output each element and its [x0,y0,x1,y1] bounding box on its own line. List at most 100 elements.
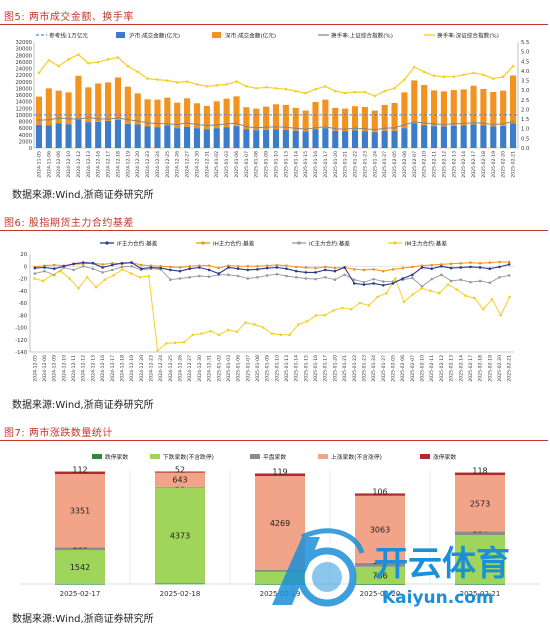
fig5-bar-sz [460,89,467,126]
fig7-rule [0,440,548,441]
fig7-bar-down [55,550,105,584]
fig5-bar-sz [381,104,388,131]
fig5-point-sh-turnover [156,122,159,125]
fig6-ytick: -100 [15,326,27,332]
fig5-point-sh-turnover [215,123,218,126]
fig6-point-IM [200,332,203,335]
fig6-point-IF [459,266,463,269]
fig6-ytick: -60 [19,301,27,307]
fig5-point-sz-turnover [442,75,446,78]
fig6-xtick: 2025-01-21 [342,355,348,382]
fig7-bar-limit_up [455,472,505,476]
fig7-bar-up [55,474,105,548]
fig6-xtick: 2024-12-17 [110,355,116,382]
fig5-point-sh-turnover [344,128,347,131]
fig6-point-IM [455,288,459,291]
fig5-ytick-right: 2.5 [521,98,529,104]
fig5-point-sz-turnover [294,89,298,93]
fig5-point-sh-turnover [423,121,426,125]
fig5-point-sz-turnover [274,86,278,90]
fig7-xtick: 2025-02-18 [160,590,201,598]
fig6-point-IF [188,267,192,270]
fig6-point-IF [304,271,308,274]
fig5-xtick: 2024-11-06 [46,151,52,178]
fig6-point-IF [246,268,250,272]
fig6-point-IC [362,280,366,284]
fig6-point-IM [402,300,406,304]
fig6-xtick: 2024-12-09 [52,355,58,382]
fig5-point-sh-turnover [116,117,120,120]
fig5-point-sh-turnover [432,122,436,126]
fig6-point-IF [178,269,182,273]
fig5-source: 数据来源:Wind,浙商证券研究所 [12,190,154,201]
fig6-ytick: -120 [15,338,27,344]
fig6-point-IM [385,291,388,295]
fig5-point-sh-turnover [235,122,238,125]
fig6-point-IM [261,326,265,329]
fig6-point-IM [50,273,54,277]
fig6-point-IF [198,266,201,269]
fig6-point-IF [265,266,269,270]
fig5-bar-sh [223,127,230,148]
fig6-point-IC [323,275,327,279]
fig5-bar-sz [95,83,102,122]
fig6-xtick: 2024-12-05 [32,355,38,382]
fig6-point-IF [149,266,153,269]
fig6-xtick: 2024-12-06 [42,355,48,382]
fig5-bar-sz [312,101,319,130]
fig6-point-IF [488,267,492,270]
fig5-xtick: 2024-12-27 [185,151,191,178]
fig5-bar-sh [332,130,339,148]
fig5-point-sh-turnover [294,127,297,130]
fig5-bar-sz [411,80,418,124]
fig5-point-sh-turnover [472,121,475,124]
fig5-bar-sz [233,96,240,127]
fig5-bar-sz [282,104,289,130]
fig6-xtick: 2024-12-11 [71,355,77,382]
fig5-point-sz-turnover [452,75,456,78]
fig5-point-sh-turnover [284,126,287,129]
fig6-point-IM [499,313,503,317]
fig5-point-sh-turnover [146,121,149,125]
fig6-point-IH [101,263,104,266]
fig6-xtick: 2025-02-11 [429,355,435,382]
fig5-point-sz-turnover [462,73,465,77]
fig6-point-IM [305,320,309,323]
fig6-xtick: 2025-01-13 [284,355,290,382]
fig5-bar-sz [322,99,329,129]
fig6-point-IM [41,279,45,283]
fig6-point-IM [446,283,450,286]
fig6-xtick: 2025-01-15 [303,355,309,382]
fig6-xtick: 2024-12-24 [158,355,164,382]
fig5-ytick-right: 5.0 [521,50,529,56]
fig6-point-IH [323,265,327,269]
fig6-point-IF [449,266,453,270]
fig6-line-IF [34,262,510,286]
fig6-point-IF [120,261,124,265]
fig5-point-sz-turnover [205,85,209,88]
fig6-point-IC [81,264,85,268]
fig5-bar-sz [332,107,339,131]
fig6-xtick: 2024-12-25 [168,355,174,382]
fig5-bar-sh [154,127,161,148]
fig6-point-IH [498,260,501,264]
fig6-point-IM [323,313,327,317]
fig6-point-IF [391,282,395,285]
fig5-point-sh-turnover [67,117,70,120]
fig5-point-sz-turnover [77,53,80,56]
fig5-xtick: 2024-12-23 [145,151,151,178]
fig6-point-IH [401,266,404,270]
fig6-point-IF [256,268,259,271]
fig5-ytick-left: 24000 [15,67,32,73]
fig5-ytick-right: 4.5 [521,59,529,65]
fig7-xtick: 2025-02-21 [460,590,501,598]
fig6-point-IF [507,263,511,266]
fig5-bar-sh [312,129,319,148]
fig5-xtick: 2024-12-18 [115,151,121,178]
fig6-point-IM [173,341,177,345]
fig5-point-sz-turnover [156,78,159,81]
fig5-point-sh-turnover [195,123,199,126]
fig6-xtick: 2025-01-03 [226,355,232,382]
fig6-ytick: 20 [20,252,27,258]
fig5-bar-sh [35,124,43,148]
